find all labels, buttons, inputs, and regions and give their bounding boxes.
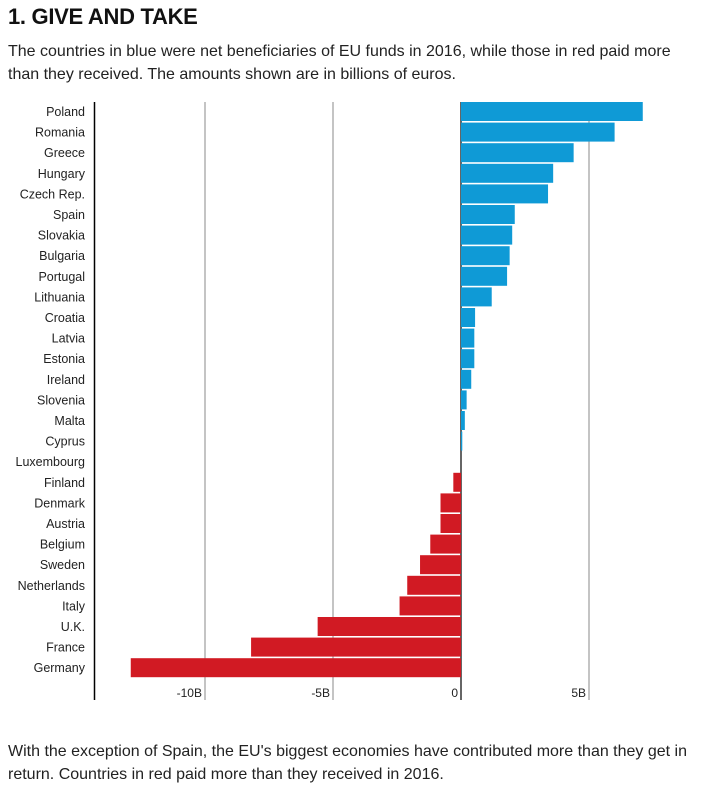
bar-slovakia: [461, 225, 513, 245]
category-label: Spain: [53, 208, 85, 222]
bar-greece: [461, 143, 574, 163]
category-label: Denmark: [34, 496, 85, 510]
bar-germany: [130, 658, 461, 678]
bar-romania: [461, 122, 615, 142]
footnote: With the exception of Spain, the EU's bi…: [8, 743, 688, 783]
bar-poland: [461, 102, 643, 121]
bar-croatia: [461, 308, 476, 327]
bar-denmark: [440, 493, 461, 513]
category-label: Romania: [35, 126, 85, 140]
bar-italy: [399, 596, 461, 616]
category-label: Italy: [62, 599, 86, 613]
category-label: Croatia: [45, 311, 85, 325]
x-tick-labels: -10B -5B 0 5B: [177, 686, 586, 700]
bar-u-k: [317, 617, 461, 636]
category-label: Germany: [34, 661, 86, 675]
chart-subtitle: The countries in blue were net beneficia…: [8, 43, 671, 83]
category-label: Estonia: [43, 352, 85, 366]
category-label: Belgium: [40, 538, 85, 552]
bar-hungary: [461, 163, 554, 183]
category-label: Portugal: [38, 270, 85, 284]
category-label: Greece: [44, 146, 85, 160]
bar-finland: [453, 472, 461, 492]
category-labels: Poland Romania Greece Hungary Czech Rep. Spai…: [16, 105, 86, 675]
category-label: Hungary: [38, 167, 86, 181]
category-label: Austria: [46, 517, 85, 531]
bar-austria: [440, 514, 461, 533]
bar-netherlands: [407, 575, 461, 595]
category-label: Sweden: [40, 558, 85, 572]
category-label: Slovakia: [38, 229, 85, 243]
chart-title: 1. GIVE AND TAKE: [8, 4, 198, 29]
category-label: Poland: [46, 105, 85, 119]
bar-portugal: [461, 266, 508, 286]
category-label: Ireland: [47, 373, 85, 387]
category-label: Luxembourg: [16, 455, 86, 469]
category-label: Czech Rep.: [20, 187, 85, 201]
bar-bulgaria: [461, 246, 510, 266]
bar-lithuania: [461, 287, 492, 307]
x-tick-label: 0: [451, 686, 458, 700]
bar-belgium: [430, 534, 461, 554]
eu-funds-bar-chart: Poland Romania Greece Hungary Czech Rep. Spai…: [16, 102, 643, 700]
bar-czech-rep: [461, 184, 549, 204]
category-label: Slovenia: [37, 393, 85, 407]
bar-malta: [461, 411, 465, 430]
category-label: Cyprus: [45, 435, 85, 449]
category-label: U.K.: [61, 620, 85, 634]
category-label: Latvia: [52, 332, 85, 346]
bars: [130, 102, 643, 678]
category-label: France: [46, 641, 85, 655]
category-label: Bulgaria: [39, 249, 85, 263]
category-label: Finland: [44, 476, 85, 490]
bar-cyprus: [461, 431, 463, 451]
bar-slovenia: [461, 390, 467, 410]
bar-spain: [461, 205, 515, 224]
category-label: Lithuania: [34, 290, 85, 304]
bar-estonia: [461, 349, 475, 369]
category-label: Malta: [54, 414, 85, 428]
category-label: Netherlands: [18, 579, 85, 593]
bar-ireland: [461, 369, 472, 389]
bar-france: [251, 637, 461, 657]
bar-latvia: [461, 328, 475, 348]
x-tick-label: -10B: [177, 686, 202, 700]
bar-sweden: [420, 555, 461, 575]
x-tick-label: -5B: [311, 686, 330, 700]
x-tick-label: 5B: [571, 686, 586, 700]
